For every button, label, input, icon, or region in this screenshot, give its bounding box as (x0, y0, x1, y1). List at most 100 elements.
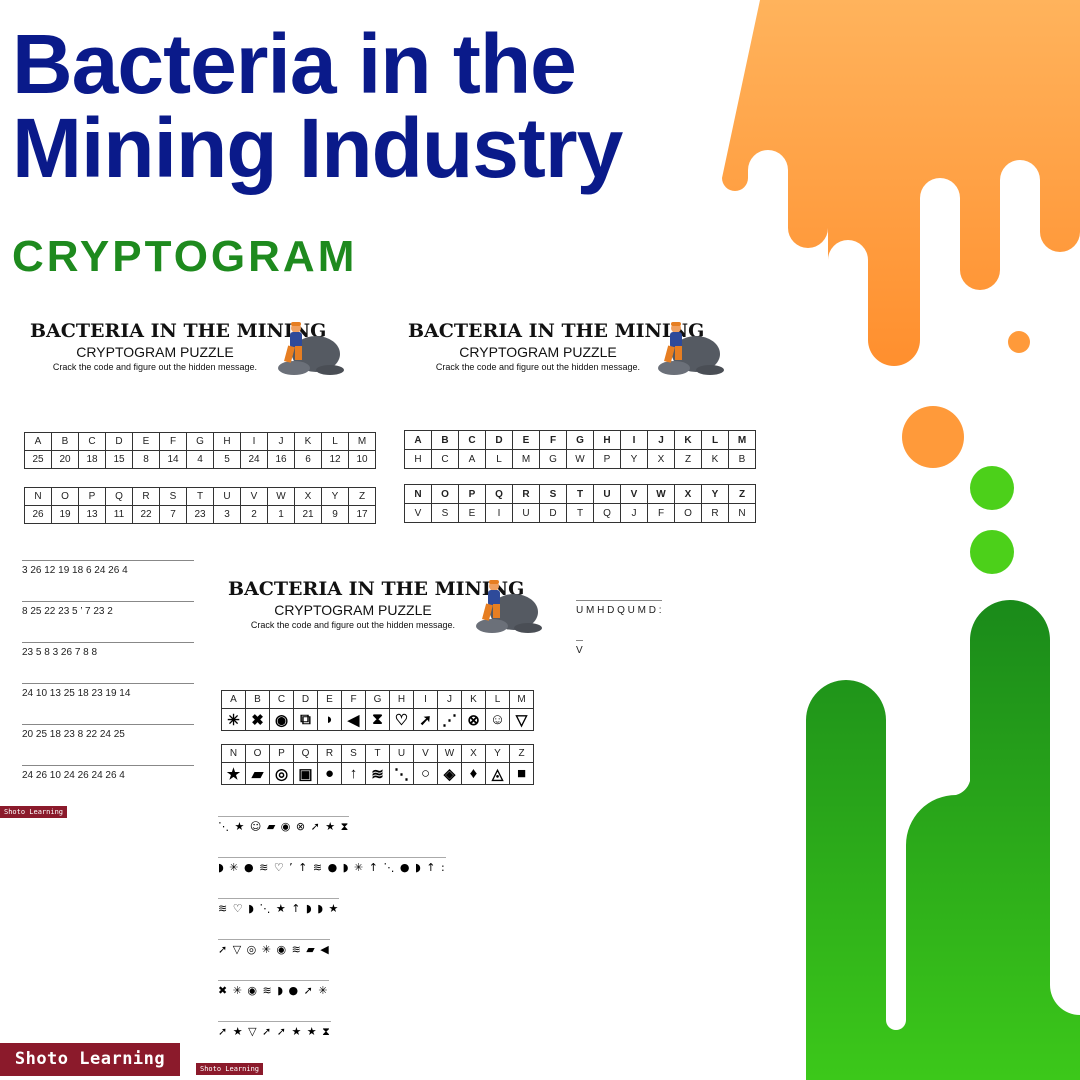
key-cell: D (293, 690, 318, 709)
key-cell: L (701, 430, 729, 450)
key-cell: N (728, 503, 756, 523)
green-dot-1 (970, 466, 1014, 510)
key-cell: A (24, 432, 52, 451)
key-cell: K (674, 430, 702, 450)
key-cell: ✳ (221, 708, 246, 731)
key-cell: ◗ (317, 708, 342, 731)
key-cell: ☺ (485, 708, 510, 731)
key-cell: X (647, 449, 675, 469)
sheet3-subtitle: CRYPTOGRAM PUZZLE (274, 602, 432, 618)
sheet2-subtitle: CRYPTOGRAM PUZZLE (459, 344, 617, 360)
symbol-puzzle-line: ✖ ✳ ◉ ≋ ◗ ● ➚ ✳ (218, 980, 329, 997)
key-cell: ⊗ (461, 708, 486, 731)
key-cell: T (566, 503, 594, 523)
sheet3-header: BACTERIA IN THE MINING CRYPTOGRAM PUZZLE… (228, 578, 525, 630)
orange-drip (722, 0, 1080, 366)
key-cell: S (341, 744, 366, 763)
key-cell: F (341, 690, 366, 709)
key-cell: ◎ (269, 762, 294, 785)
key-cell: 9 (321, 505, 349, 524)
key-cell: ■ (509, 762, 534, 785)
key-cell: O (674, 503, 702, 523)
key-cell: E (132, 432, 160, 451)
letter-puzzle-line: U M H D Q U M D : (576, 600, 662, 616)
key-cell: P (593, 449, 621, 469)
key-cell: K (294, 432, 322, 451)
key-cell: ⧗ (365, 708, 390, 731)
key-cell: M (348, 432, 376, 451)
sheet3-instruction: Crack the code and figure out the hidden… (250, 620, 456, 630)
key-cell: J (437, 690, 462, 709)
key-cell: W (647, 484, 675, 504)
key-cell: P (458, 484, 486, 504)
miner-illustration-icon (476, 580, 542, 633)
key-cell: 3 (213, 505, 241, 524)
key-cell: ◈ (437, 762, 462, 785)
key-cell: B (245, 690, 270, 709)
key-cell: 4 (186, 450, 214, 469)
key-cell: A (458, 449, 486, 469)
key-cell: E (512, 430, 540, 450)
key-cell: 10 (348, 450, 376, 469)
sheet1-subtitle: CRYPTOGRAM PUZZLE (76, 344, 234, 360)
key-cell: F (159, 432, 187, 451)
key-cell: Y (620, 449, 648, 469)
key-cell: 8 (132, 450, 160, 469)
sheet1-key-top: A B C D E F G H I J K L M 25 20 18 15 8 14 4 5 24 16 6 12 10 (24, 432, 376, 469)
key-cell: ↑ (341, 762, 366, 785)
key-cell: A (221, 690, 246, 709)
key-cell: ▰ (245, 762, 270, 785)
number-puzzle-line: 8 25 22 23 5 ’ 7 23 2 (22, 601, 194, 617)
sheet1-title: BACTERIA IN THE MINING (30, 320, 327, 342)
key-cell: Y (701, 484, 729, 504)
key-cell: A (404, 430, 432, 450)
title-line-2: Mining Industry (12, 101, 623, 195)
number-puzzle-line: 24 26 10 24 26 24 26 4 (22, 765, 194, 781)
key-cell: V (620, 484, 648, 504)
key-cell: O (51, 487, 79, 506)
symbol-puzzle-line: ≋ ♡ ◗ ⋱ ★ ↑ ◗ ◗ ★ (218, 898, 340, 915)
key-cell: J (620, 503, 648, 523)
key-cell: F (539, 430, 567, 450)
key-cell: 14 (159, 450, 187, 469)
title-line-1: Bacteria in the (12, 17, 577, 111)
key-cell: V (404, 503, 432, 523)
key-cell: L (485, 449, 513, 469)
key-cell: M (512, 449, 540, 469)
key-cell: C (431, 449, 459, 469)
key-cell: ▽ (509, 708, 534, 731)
sheet2-header: BACTERIA IN THE MINING CRYPTOGRAM PUZZLE… (408, 320, 704, 372)
key-cell: M (509, 690, 534, 709)
key-cell: ○ (413, 762, 438, 785)
key-cell: G (539, 449, 567, 469)
key-cell: ♡ (389, 708, 414, 731)
key-cell: 22 (132, 505, 160, 524)
key-cell: ★ (221, 762, 246, 785)
key-cell: U (213, 487, 241, 506)
key-cell: 1 (267, 505, 295, 524)
key-cell: 26 (24, 505, 52, 524)
key-cell: R (512, 484, 540, 504)
key-cell: H (404, 449, 432, 469)
key-cell: T (186, 487, 214, 506)
key-cell: Q (485, 484, 513, 504)
sheet3-title: BACTERIA IN THE MINING (228, 578, 525, 600)
key-cell: P (78, 487, 106, 506)
key-cell: W (437, 744, 462, 763)
key-cell: 7 (159, 505, 187, 524)
key-cell: T (365, 744, 390, 763)
key-cell: X (674, 484, 702, 504)
symbol-puzzle-line: ⋱ ★ ☺ ▰ ◉ ⊗ ➚ ★ ⧗ (218, 816, 350, 834)
key-cell: G (566, 430, 594, 450)
key-cell: R (701, 503, 729, 523)
key-cell: S (159, 487, 187, 506)
key-cell: ♦ (461, 762, 486, 785)
number-puzzle-line: 3 26 12 19 18 6 24 26 4 (22, 560, 194, 576)
key-cell: 17 (348, 505, 376, 524)
key-cell: ◉ (269, 708, 294, 731)
key-cell: K (701, 449, 729, 469)
key-cell: H (389, 690, 414, 709)
key-cell: S (539, 484, 567, 504)
